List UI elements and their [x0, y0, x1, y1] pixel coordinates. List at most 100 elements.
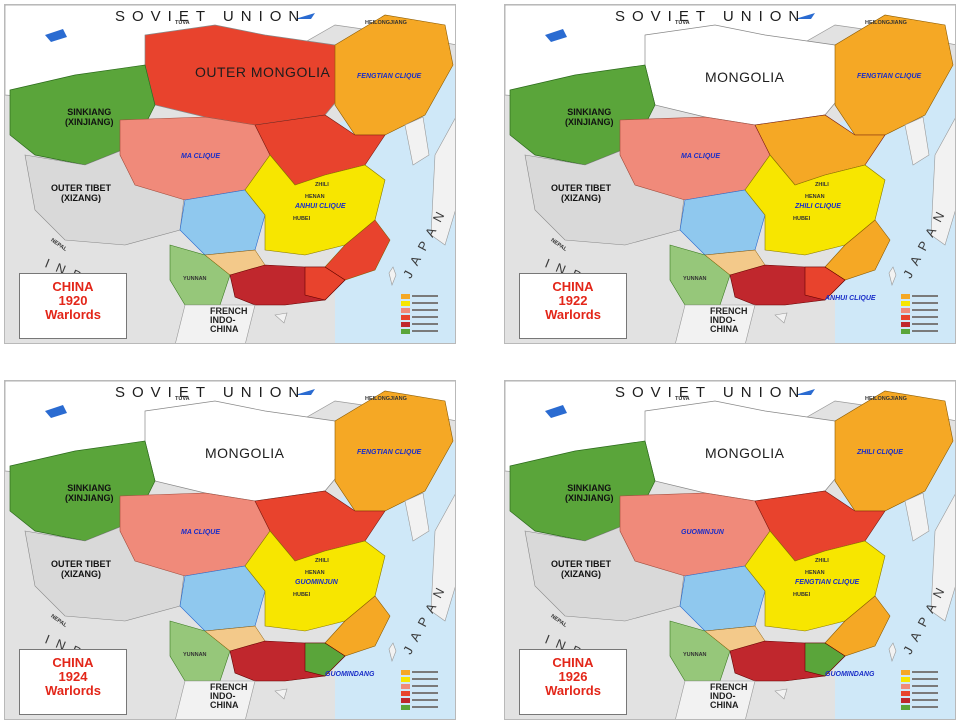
place-label-indochina: FRENCH INDO- CHINA: [710, 682, 748, 710]
legend-swatch: [401, 676, 410, 682]
legend-text-line: [912, 323, 938, 325]
place-label-henan: HENAN: [305, 570, 325, 576]
legend-text-line: [912, 309, 938, 311]
mongolia-label: MONGOLIA: [705, 445, 785, 461]
legend-swatch: [901, 697, 910, 703]
legend-swatch: [401, 704, 410, 710]
legend-text-line: [912, 330, 938, 332]
legend-row: [401, 697, 451, 703]
tibet-label: OUTER TIBET (XIZANG): [51, 559, 111, 579]
legend-text-line: [412, 678, 438, 680]
legend-swatch: [901, 683, 910, 689]
place-label-heilongjiang: HEILONGJIANG: [365, 20, 407, 26]
legend-row: [401, 704, 451, 710]
tibet-label: OUTER TIBET (XIZANG): [51, 183, 111, 203]
sinkiang-label: SINKIANG (XINJIANG): [565, 107, 614, 127]
sinkiang-label: SINKIANG (XINJIANG): [565, 483, 614, 503]
legend-text-line: [412, 316, 438, 318]
legend-swatch: [401, 683, 410, 689]
legend-text-line: [412, 671, 438, 673]
legend-row: [401, 669, 451, 675]
country-label: SOVIET UNION: [115, 8, 307, 25]
country-label: SOVIET UNION: [615, 384, 807, 401]
legend-swatch: [401, 293, 410, 299]
legend-text-line: [412, 685, 438, 687]
legend-row: [901, 669, 951, 675]
legend-swatch: [901, 676, 910, 682]
legend-swatch: [401, 328, 410, 334]
legend-row: [901, 300, 951, 306]
title-country: CHINA: [52, 279, 94, 294]
legend-row: [401, 328, 451, 334]
clique-label: GUOMINJUN: [681, 529, 724, 536]
legend-text-line: [412, 706, 438, 708]
place-label-indochina: FRENCH INDO- CHINA: [210, 306, 248, 334]
title-year: 1922: [558, 293, 588, 308]
legend-swatch: [901, 669, 910, 675]
legend-row: [401, 321, 451, 327]
sinkiang-label: SINKIANG (XINJIANG): [65, 107, 114, 127]
clique-label: ANHUI CLIQUE: [295, 203, 346, 210]
legend-row: [401, 690, 451, 696]
legend-swatch: [401, 307, 410, 313]
legend-text-line: [912, 706, 938, 708]
legend-swatch: [401, 690, 410, 696]
legend-text-line: [412, 692, 438, 694]
legend-swatch: [901, 328, 910, 334]
map-legend: [901, 293, 951, 335]
place-label-indochina: FRENCH INDO- CHINA: [210, 682, 248, 710]
place-label-henan: HENAN: [805, 194, 825, 200]
map-title-box: CHINA 1924 Warlords: [19, 649, 127, 715]
legend-swatch: [401, 697, 410, 703]
place-label-zhili: ZHILI: [815, 558, 829, 564]
place-label-tuva: TUVA: [175, 20, 190, 26]
legend-swatch: [401, 300, 410, 306]
map-title-box: CHINA 1926 Warlords: [519, 649, 627, 715]
legend-text-line: [912, 316, 938, 318]
tibet-label: OUTER TIBET (XIZANG): [551, 559, 611, 579]
place-label-hubei: HUBEI: [293, 592, 311, 598]
place-label-zhili: ZHILI: [315, 182, 329, 188]
legend-row: [901, 683, 951, 689]
legend-text-line: [412, 295, 438, 297]
legend-text-line: [912, 685, 938, 687]
place-label-tuva: TUVA: [175, 396, 190, 402]
legend-row: [401, 307, 451, 313]
legend-row: [901, 676, 951, 682]
map-title-box: CHINA 1922 Warlords: [519, 273, 627, 339]
clique-label: GUOMINJUN: [295, 579, 338, 586]
place-label-heilongjiang: HEILONGJIANG: [865, 396, 907, 402]
place-label-hubei: HUBEI: [293, 216, 311, 222]
legend-row: [901, 321, 951, 327]
legend-swatch: [901, 307, 910, 313]
title-subject: Warlords: [45, 683, 101, 698]
clique-label: FENGTIAN CLIQUE: [357, 73, 422, 80]
legend-row: [401, 683, 451, 689]
place-label-yunnan: YUNNAN: [683, 652, 707, 658]
sinkiang-label: SINKIANG (XINJIANG): [65, 483, 114, 503]
clique-label: MA CLIQUE: [181, 529, 221, 536]
legend-text-line: [412, 330, 438, 332]
legend-text-line: [412, 699, 438, 701]
legend-swatch: [901, 704, 910, 710]
legend-text-line: [912, 295, 938, 297]
clique-label: ZHILI CLIQUE: [857, 449, 903, 456]
legend-row: [901, 314, 951, 320]
map-legend: [901, 669, 951, 711]
clique-label: MA CLIQUE: [181, 153, 221, 160]
legend-row: [901, 293, 951, 299]
legend-swatch: [901, 293, 910, 299]
legend-text-line: [912, 671, 938, 673]
map-title-box: CHINA 1920 Warlords: [19, 273, 127, 339]
clique-label: MA CLIQUE: [681, 153, 721, 160]
country-label: SOVIET UNION: [615, 8, 807, 25]
mongolia-label: OUTER MONGOLIA: [195, 64, 331, 80]
legend-text-line: [412, 323, 438, 325]
mongolia-label: MONGOLIA: [205, 445, 285, 461]
clique-label: ZHILI CLIQUE: [795, 203, 841, 210]
legend-row: [401, 293, 451, 299]
legend-text-line: [912, 699, 938, 701]
place-label-heilongjiang: HEILONGJIANG: [865, 20, 907, 26]
legend-row: [901, 704, 951, 710]
clique-label: FENGTIAN CLIQUE: [857, 73, 922, 80]
